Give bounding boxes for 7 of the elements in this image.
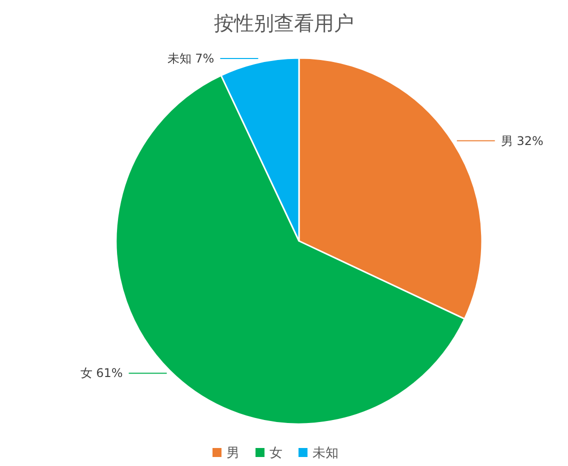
chart-title: 按性别查看用户 bbox=[214, 11, 354, 35]
legend-label: 未知 bbox=[312, 446, 338, 461]
data-label: 未知 7% bbox=[167, 52, 214, 66]
legend-label: 女 bbox=[270, 446, 282, 461]
data-label: 女 61% bbox=[80, 366, 123, 380]
legend-label: 男 bbox=[226, 446, 240, 461]
data-label: 男 32% bbox=[500, 134, 544, 148]
